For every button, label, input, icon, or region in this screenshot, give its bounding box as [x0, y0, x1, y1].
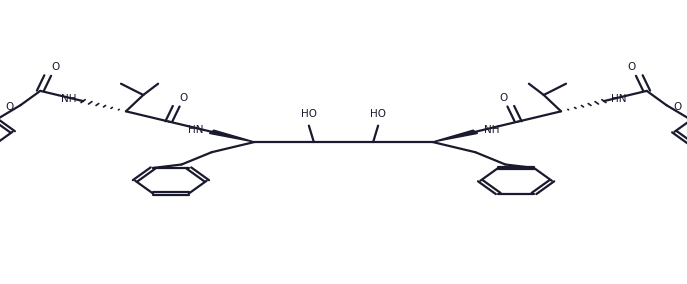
Text: O: O — [179, 93, 188, 103]
Text: O: O — [673, 102, 682, 112]
Text: HO: HO — [301, 109, 317, 119]
Text: O: O — [5, 102, 14, 112]
Text: HN: HN — [188, 125, 203, 135]
Text: NH: NH — [60, 94, 76, 105]
Text: HO: HO — [370, 109, 386, 119]
Text: O: O — [51, 62, 59, 72]
Polygon shape — [210, 130, 254, 142]
Polygon shape — [433, 130, 477, 142]
Text: O: O — [628, 62, 636, 72]
Text: HN: HN — [611, 94, 627, 105]
Text: NH: NH — [484, 125, 499, 135]
Text: O: O — [499, 93, 508, 103]
